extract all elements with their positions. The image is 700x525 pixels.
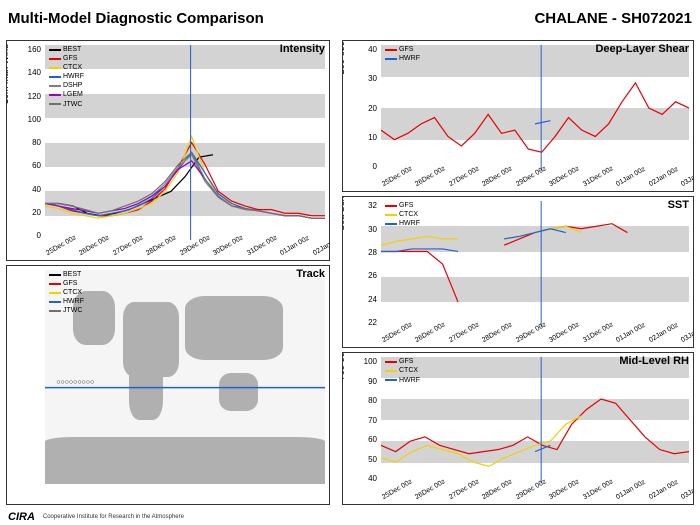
shear-chart [381,45,689,171]
intensity-yticks: 160140120100806040200 [9,45,41,240]
sst-yticks: 323028262422 [345,201,377,327]
rh-chart [381,357,689,483]
sst-legend: GFSCTCXHWRF [385,201,420,228]
shear-xticks: 25Dec 00z26Dec 00z27Dec 00z28Dec 00z29De… [381,182,689,189]
rh-legend: GFSCTCXHWRF [385,357,420,384]
rh-title: Mid-Level RH [619,355,689,367]
track-title: Track [296,268,325,280]
shear-yticks: 403020100 [345,45,377,171]
cira-logo: CIRA [8,511,35,523]
rh-xticks: 25Dec 00z26Dec 00z27Dec 00z28Dec 00z29De… [381,495,689,502]
shear-panel: Deep-Layer Shear 200-850 hPa Shear (kt) … [342,40,694,192]
storm-id: CHALANE - SH072021 [534,10,692,27]
sst-xticks: 25Dec 00z26Dec 00z27Dec 00z28Dec 00z29De… [381,338,689,345]
track-legend: BESTGFSCTCXHWRFJTWC [49,270,84,315]
shear-legend: GFSHWRF [385,45,420,63]
sst-chart [381,201,689,327]
intensity-legend: BESTGFSCTCXHWRFDSHPLGEMJTWC [49,45,84,109]
sst-title: SST [668,199,689,211]
intensity-panel: Intensity 10m Max Wind Speed (kt) BESTGF… [6,40,330,261]
track-panel: Track BESTGFSCTCXHWRFJTWC ○○○○○○○○○ [6,265,330,505]
intensity-title: Intensity [280,43,325,55]
intensity-xticks: 25Dec 00z26Dec 00z27Dec 00z28Dec 00z29De… [45,251,325,258]
track-map: ○○○○○○○○○ [45,270,325,484]
rh-yticks: 100908070605040 [345,357,377,483]
shear-title: Deep-Layer Shear [595,43,689,55]
footer-text: Cooperative Institute for Research in th… [43,514,184,520]
rh-panel: Mid-Level RH 700-500 hPa Humidity (%) GF… [342,352,694,504]
intensity-chart [45,45,325,240]
sst-panel: SST Sea Surface Temp (°C) GFSCTCXHWRF 32… [342,196,694,348]
main-title: Multi-Model Diagnostic Comparison [8,10,264,27]
